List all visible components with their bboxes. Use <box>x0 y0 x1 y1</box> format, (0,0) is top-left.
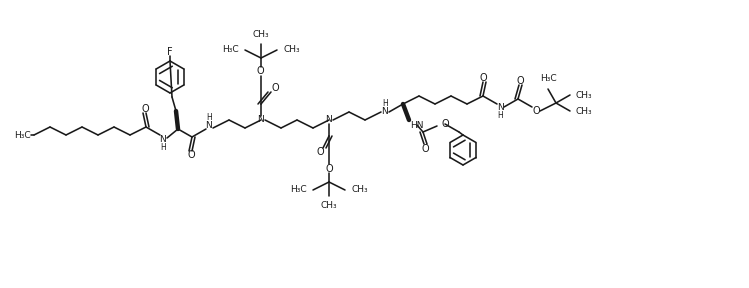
Text: O: O <box>325 164 333 174</box>
Text: H₃C: H₃C <box>291 185 307 194</box>
Text: N: N <box>160 134 166 143</box>
Text: HN: HN <box>410 120 423 130</box>
Text: CH₃: CH₃ <box>576 107 592 115</box>
Text: O: O <box>256 66 264 76</box>
Text: H₃C: H₃C <box>222 46 239 54</box>
Text: O: O <box>271 83 279 93</box>
Text: O: O <box>187 150 195 160</box>
Text: F: F <box>167 47 173 57</box>
Text: CH₃: CH₃ <box>351 185 368 194</box>
Text: O: O <box>479 73 487 83</box>
Text: N: N <box>258 115 264 124</box>
Text: N: N <box>497 103 503 113</box>
Text: N: N <box>206 120 213 130</box>
Text: O: O <box>142 104 149 114</box>
Text: O: O <box>516 76 524 86</box>
Text: CH₃: CH₃ <box>576 90 592 99</box>
Text: H: H <box>206 113 212 122</box>
Text: O: O <box>316 147 324 157</box>
Text: O: O <box>533 106 540 116</box>
Text: N: N <box>382 107 389 117</box>
Text: CH₃: CH₃ <box>321 201 337 210</box>
Text: H₃C: H₃C <box>14 130 31 139</box>
Text: H: H <box>382 98 388 107</box>
Text: CH₃: CH₃ <box>283 46 300 54</box>
Text: N: N <box>326 115 333 124</box>
Text: H₃C: H₃C <box>540 74 557 83</box>
Text: CH₃: CH₃ <box>252 30 270 39</box>
Text: H: H <box>497 111 503 120</box>
Text: H: H <box>160 143 166 151</box>
Text: O: O <box>421 144 429 154</box>
Text: O: O <box>441 119 449 129</box>
